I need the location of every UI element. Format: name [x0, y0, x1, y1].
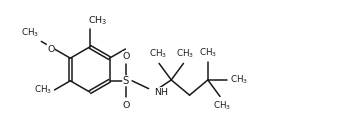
Text: CH$_3$: CH$_3$	[149, 48, 167, 60]
Text: CH$_3$: CH$_3$	[230, 74, 248, 86]
Text: CH$_3$: CH$_3$	[199, 46, 217, 59]
Text: O: O	[122, 101, 130, 110]
Text: O: O	[47, 44, 55, 53]
Text: CH$_3$: CH$_3$	[176, 48, 194, 60]
Text: O: O	[122, 52, 130, 61]
Text: CH$_3$: CH$_3$	[22, 26, 40, 39]
Text: CH$_3$: CH$_3$	[88, 14, 108, 27]
Text: NH: NH	[154, 88, 168, 97]
Text: CH$_3$: CH$_3$	[34, 84, 52, 96]
Text: CH$_3$: CH$_3$	[213, 100, 231, 112]
Text: S: S	[123, 76, 129, 86]
